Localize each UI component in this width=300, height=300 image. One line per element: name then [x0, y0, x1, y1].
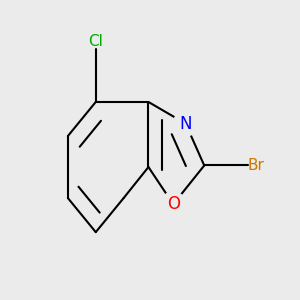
Text: N: N [179, 115, 192, 133]
Circle shape [161, 192, 186, 217]
Text: Cl: Cl [88, 34, 103, 49]
Text: O: O [167, 195, 180, 213]
Circle shape [173, 111, 198, 136]
Text: Br: Br [248, 158, 265, 173]
